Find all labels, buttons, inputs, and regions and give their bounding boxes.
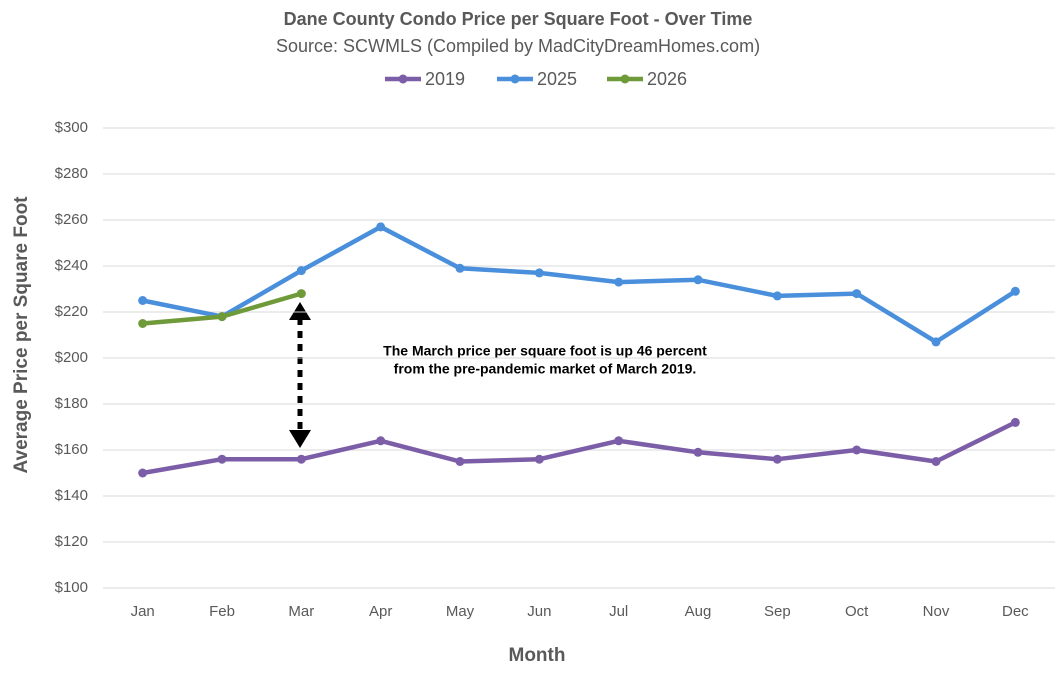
- data-point: [296, 454, 306, 464]
- series-line: [142, 224, 1017, 345]
- x-tick-label: Apr: [369, 603, 392, 620]
- y-axis-label: Average Price per Square Foot: [11, 196, 32, 474]
- data-point: [296, 266, 306, 276]
- data-point: [693, 275, 703, 285]
- data-point: [772, 454, 782, 464]
- data-point: [455, 457, 465, 466]
- legend-label: 2026: [647, 69, 687, 89]
- x-tick-label: Oct: [845, 603, 869, 620]
- y-tick-label: $120: [55, 533, 88, 550]
- data-point: [376, 222, 386, 232]
- x-tick-label: Sep: [764, 603, 791, 620]
- y-tick-label: $140: [55, 487, 88, 504]
- data-point: [1010, 286, 1020, 296]
- chart-subtitle: Source: SCWMLS (Compiled by MadCityDream…: [276, 36, 760, 56]
- y-tick-label: $280: [55, 165, 88, 182]
- data-point: [693, 447, 703, 457]
- x-tick-label: Feb: [209, 603, 235, 620]
- data-point: [772, 291, 782, 301]
- data-point: [217, 312, 227, 322]
- x-tick-label: Nov: [923, 603, 950, 620]
- x-tick-label: Mar: [288, 603, 314, 620]
- data-point: [931, 337, 941, 347]
- data-point: [376, 436, 386, 446]
- data-point: [138, 296, 148, 305]
- legend-marker: [620, 74, 630, 84]
- series-line: [142, 420, 1017, 476]
- legend-marker: [510, 74, 520, 84]
- data-point: [455, 263, 465, 273]
- data-point: [614, 277, 624, 287]
- x-tick-label: Jul: [609, 603, 628, 620]
- arrow: [289, 302, 311, 448]
- y-tick-label: $260: [55, 211, 88, 228]
- data-point: [1010, 417, 1020, 427]
- y-tick-label: $300: [55, 119, 88, 136]
- data-point: [852, 445, 862, 455]
- y-tick-label: $100: [55, 579, 88, 596]
- data-point: [138, 468, 148, 478]
- x-axis-label: Month: [509, 645, 566, 666]
- y-tick-label: $180: [55, 395, 88, 412]
- data-point: [534, 268, 544, 278]
- chart-title: Dane County Condo Price per Square Foot …: [284, 9, 753, 29]
- arrow-head: [289, 302, 311, 320]
- annotation: The March price per square foot is up 46…: [383, 343, 707, 359]
- data-point: [296, 289, 306, 299]
- data-point: [852, 289, 862, 299]
- x-tick-label: Jan: [131, 603, 155, 620]
- x-tick-label: Aug: [685, 603, 712, 620]
- legend-label: 2025: [537, 69, 577, 89]
- x-tick-label: Dec: [1002, 603, 1029, 620]
- x-tick-label: Jun: [527, 603, 551, 620]
- y-tick-label: $160: [55, 441, 88, 458]
- y-tick-label: $220: [55, 303, 88, 320]
- arrow-head: [289, 430, 311, 448]
- legend-label: 2019: [425, 69, 465, 89]
- x-tick-label: May: [446, 603, 475, 620]
- data-point: [217, 454, 227, 464]
- data-point: [614, 436, 624, 446]
- y-tick-label: $200: [55, 349, 88, 366]
- legend-marker: [398, 74, 408, 84]
- y-tick-label: $240: [55, 257, 88, 274]
- data-point: [138, 319, 148, 328]
- data-point: [534, 454, 544, 464]
- annotation: from the pre-pandemic market of March 20…: [394, 361, 697, 377]
- data-point: [931, 457, 941, 466]
